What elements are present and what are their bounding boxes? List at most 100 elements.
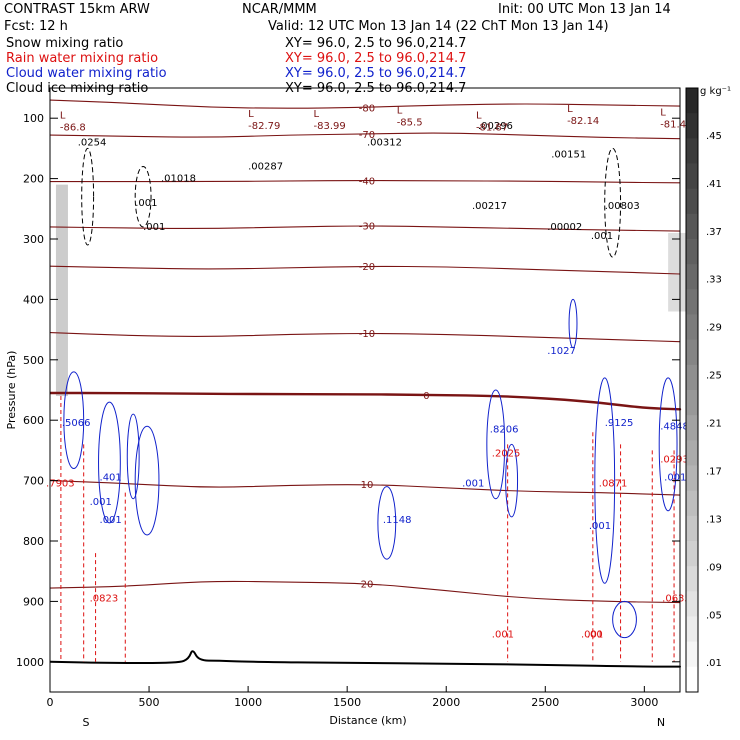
- colorbar-cell: [686, 364, 698, 391]
- isotherm-0: [50, 391, 682, 411]
- y-tick-label: 600: [23, 414, 44, 427]
- cloud-ice-value: .00151: [551, 149, 586, 160]
- y-axis-label: Pressure (hPa): [5, 351, 18, 430]
- colorbar-cell: [686, 113, 698, 139]
- extremum-value: -83.99: [313, 121, 345, 132]
- colorbar-cell: [686, 591, 698, 617]
- colorbar-cell: [686, 666, 698, 693]
- colorbar-cell: [686, 88, 698, 114]
- rain-water-value: .0823: [90, 593, 119, 604]
- cloud-water-contour: [486, 389, 506, 500]
- colorbar-cell: [686, 440, 698, 466]
- cloud-water-contour: [63, 371, 85, 470]
- colorbar-cell: [686, 163, 698, 190]
- isotherm--80: [49, 99, 681, 109]
- x-tick-label: 500: [139, 696, 160, 709]
- x-tick-label: 1500: [333, 696, 361, 709]
- extremum-value: -82.79: [248, 121, 280, 132]
- colorbar-tick-label: .05: [706, 610, 722, 621]
- x-axis-label: Distance (km): [329, 714, 406, 727]
- colorbar-tick-label: .33: [706, 275, 722, 286]
- colorbar-cell: [686, 465, 698, 492]
- cloud-water-value: .001: [90, 497, 112, 508]
- init-time: Init: 00 UTC Mon 13 Jan 14: [498, 2, 671, 17]
- colorbar-cell: [686, 490, 698, 517]
- field-rain: Rain water mixing ratio: [6, 51, 158, 66]
- cloud-water-value: .001: [589, 521, 611, 532]
- cloud-water-value: .9125: [605, 418, 634, 429]
- rain-water-value: .7903: [46, 479, 75, 490]
- cloud-water-contour: [594, 377, 616, 584]
- colorbar-cell: [686, 616, 698, 643]
- isotherm--10: [49, 332, 681, 343]
- isotherm-label: 20: [361, 579, 374, 590]
- ice-shading-left: [55, 184, 68, 397]
- center-name: NCAR/MMM: [242, 2, 317, 17]
- y-tick-label: 400: [23, 293, 44, 306]
- field-cloud-water: Cloud water mixing ratio: [6, 66, 167, 81]
- end-label-north: N: [657, 716, 665, 729]
- rain-water-value: .001: [492, 630, 514, 641]
- colorbar-cell: [686, 390, 698, 416]
- rain-water-value: .2025: [492, 448, 521, 459]
- cloud-water-value: .1148: [383, 515, 412, 526]
- cloud-ice-value: .00312: [367, 137, 402, 148]
- colorbar-tick-label: .37: [706, 227, 722, 238]
- extremum-value: -81.87: [476, 122, 508, 133]
- colorbar-cell: [686, 641, 698, 668]
- cloud-water-value: .4848: [660, 421, 689, 432]
- isotherm--40: [50, 180, 681, 184]
- y-tick-label: 1000: [16, 656, 44, 669]
- xy-cloud-water: XY= 96.0, 2.5 to 96.0,214.7: [285, 66, 466, 81]
- x-tick-label: 2000: [432, 696, 460, 709]
- isotherm--20: [49, 265, 681, 275]
- extremum-marker: L: [476, 110, 482, 121]
- isotherm-label: -40: [359, 176, 375, 187]
- forecast-hour: Fcst: 12 h: [4, 19, 68, 34]
- colorbar-cell: [686, 415, 698, 441]
- colorbar-cell: [686, 541, 698, 567]
- terrain-line: [49, 650, 682, 668]
- xy-rain: XY= 96.0, 2.5 to 96.0,214.7: [285, 51, 466, 66]
- cloud-ice-value: .0254: [78, 137, 107, 148]
- y-tick-label: 800: [23, 535, 44, 548]
- rain-water-value: .0293: [660, 454, 689, 465]
- extremum-marker: L: [60, 110, 66, 121]
- colorbar-cell: [686, 339, 698, 366]
- colorbar-tick-label: .09: [706, 562, 722, 573]
- cloud-water-value: .8206: [490, 424, 519, 435]
- extremum-marker: L: [248, 109, 254, 120]
- colorbar-cell: [686, 289, 698, 315]
- isotherm-label: -80: [359, 103, 375, 114]
- extremum-value: -81.4: [660, 119, 686, 130]
- y-tick-label: 300: [23, 233, 44, 246]
- plot-frame: [49, 87, 681, 693]
- rain-water-value: .0635: [662, 593, 691, 604]
- colorbar: .45 .41 .37 .33 .29 .25 .21 .17 .13 .09 .05 .01: [685, 87, 722, 693]
- cloud-ice-value: .001: [135, 198, 157, 209]
- cloud-ice-contour: [604, 147, 622, 258]
- isotherm-label: -70: [359, 130, 375, 141]
- y-tick-label: 700: [23, 475, 44, 488]
- x-tick-label: 1000: [234, 696, 262, 709]
- extremum-value: -85.5: [397, 117, 423, 128]
- colorbar-frame: [685, 87, 699, 693]
- x-tick-label: 0: [47, 696, 54, 709]
- extremum-value: -82.14: [567, 116, 599, 127]
- colorbar-cell: [686, 314, 698, 341]
- cloud-water-value: .5066: [62, 418, 91, 429]
- y-tick-label: 200: [23, 173, 44, 186]
- y-tick-label: 100: [23, 112, 44, 125]
- cloud-water-contour: [658, 377, 678, 512]
- cloud-water-value: .001: [100, 515, 122, 526]
- valid-time: Valid: 12 UTC Mon 13 Jan 14 (22 ChT Mon …: [268, 19, 609, 34]
- isotherm--70: [49, 132, 681, 140]
- cloud-water-contour: [505, 443, 519, 518]
- colorbar-tick-label: .01: [706, 658, 722, 669]
- cloud-ice-contour: [81, 147, 95, 246]
- colorbar-unit: g kg⁻¹: [700, 86, 731, 97]
- cloud-water-value: .1027: [547, 346, 576, 357]
- x-tick-label: 3000: [630, 696, 658, 709]
- cloud-ice-value: .001: [591, 231, 613, 242]
